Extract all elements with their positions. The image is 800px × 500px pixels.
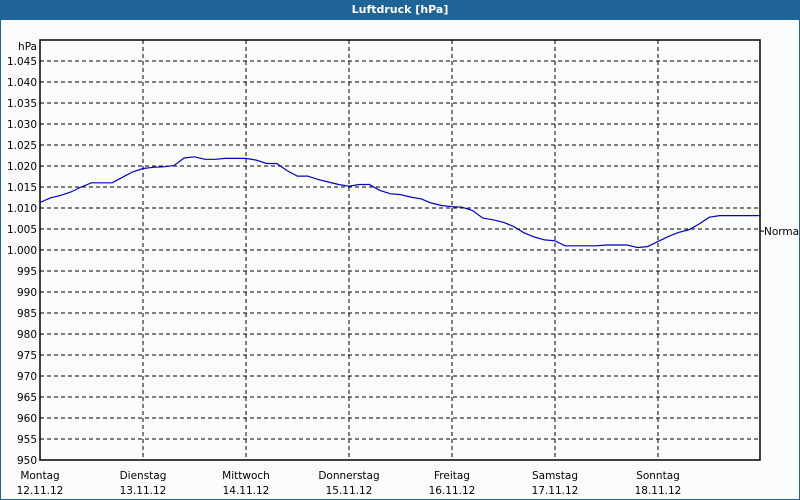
x-day-label: Sonntag bbox=[636, 470, 680, 482]
x-date-label: 13.11.12 bbox=[120, 485, 167, 497]
normal-label: Normal bbox=[764, 226, 800, 238]
x-day-label: Dienstag bbox=[120, 470, 167, 482]
x-day-label: Mittwoch bbox=[222, 470, 270, 482]
y-tick-label: 1.015 bbox=[7, 182, 37, 194]
y-tick-label: 965 bbox=[17, 392, 37, 404]
pressure-line bbox=[39, 156, 761, 249]
y-tick-label: 985 bbox=[17, 308, 37, 320]
x-date-label: 14.11.12 bbox=[223, 485, 270, 497]
y-tick-label: 990 bbox=[17, 287, 37, 299]
y-tick-label: 1.025 bbox=[7, 140, 37, 152]
y-tick-label: 995 bbox=[17, 266, 37, 278]
y-axis-unit: hPa bbox=[18, 41, 37, 53]
y-tick-label: 1.000 bbox=[7, 245, 37, 257]
y-tick-label: 1.010 bbox=[7, 203, 37, 215]
x-date-label: 15.11.12 bbox=[326, 485, 373, 497]
x-date-label: 18.11.12 bbox=[635, 485, 682, 497]
x-date-label: 16.11.12 bbox=[429, 485, 476, 497]
x-day-label: Montag bbox=[20, 470, 59, 482]
y-tick-label: 1.035 bbox=[7, 98, 37, 110]
x-date-label: 12.11.12 bbox=[17, 485, 64, 497]
y-tick-label: 1.030 bbox=[7, 119, 37, 131]
x-day-label: Donnerstag bbox=[318, 470, 379, 482]
y-tick-label: 1.005 bbox=[7, 224, 37, 236]
x-day-label: Samstag bbox=[532, 470, 578, 482]
y-tick-label: 970 bbox=[17, 371, 37, 383]
grid-lines bbox=[40, 40, 760, 460]
x-date-label: 17.11.12 bbox=[532, 485, 579, 497]
y-tick-label: 980 bbox=[17, 329, 37, 341]
x-axis: Montag 12.11.12 Dienstag 13.11.12 Mittwoch 14… bbox=[17, 470, 682, 497]
chart-title: Luftdruck [hPa] bbox=[0, 0, 800, 20]
y-tick-label: 1.020 bbox=[7, 161, 37, 173]
x-day-label: Freitag bbox=[434, 470, 470, 482]
y-tick-label: 955 bbox=[17, 434, 37, 446]
plot-area-border bbox=[39, 39, 761, 461]
y-tick-label: 1.045 bbox=[7, 56, 37, 68]
normal-reference: Normal bbox=[760, 226, 800, 238]
y-tick-label: 975 bbox=[17, 350, 37, 362]
y-tick-label: 950 bbox=[17, 455, 37, 467]
y-tick-label: 960 bbox=[17, 413, 37, 425]
y-axis: hPa 1.045 1.040 1.035 1.030 1.025 1.020 1.015 1… bbox=[7, 41, 37, 467]
y-tick-label: 1.040 bbox=[7, 77, 37, 89]
